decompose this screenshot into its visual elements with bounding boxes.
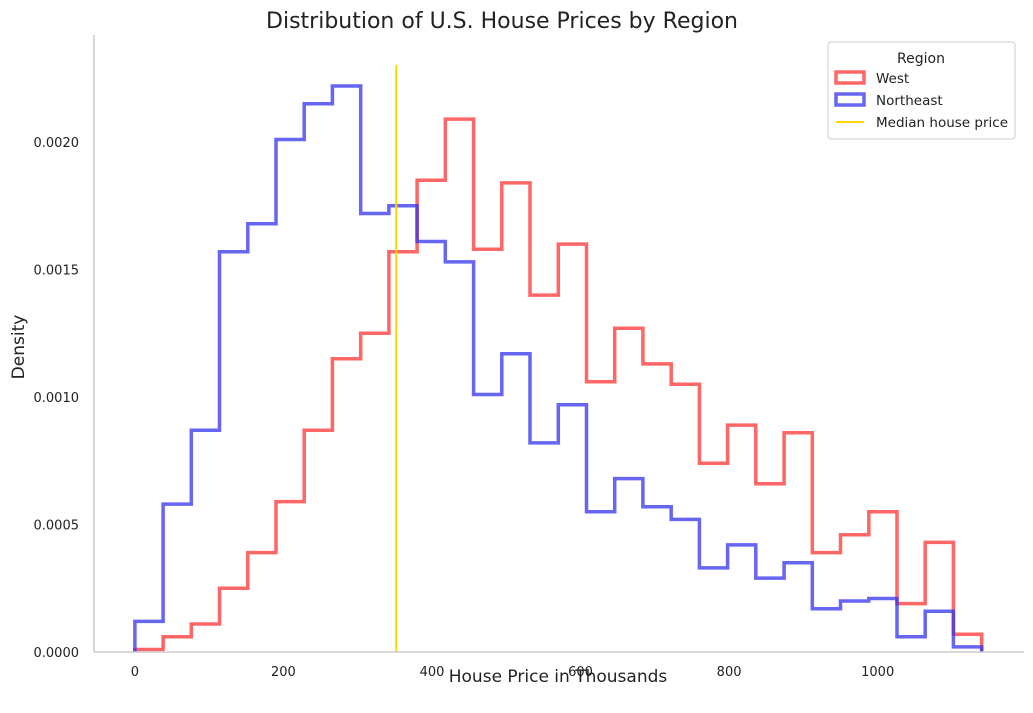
- x-tick-label: 600: [568, 665, 593, 680]
- legend-label-northeast: Northeast: [876, 93, 943, 109]
- legend-title: Region: [897, 51, 945, 67]
- x-tick-label: 400: [420, 665, 445, 680]
- x-tick-labels: 0 200 400 600 800 1000: [131, 665, 894, 680]
- y-tick-label: 0.0020: [34, 136, 80, 151]
- y-tick-label: 0.0015: [34, 264, 80, 279]
- x-tick-label: 200: [271, 665, 296, 680]
- legend-box: [827, 41, 1016, 140]
- x-tick-label: 0: [131, 665, 139, 680]
- x-tick-label: 800: [717, 665, 742, 680]
- y-axis-label: Density: [9, 315, 29, 380]
- legend-swatch-west: [834, 70, 866, 85]
- series-northeast-step-line: [133, 84, 984, 652]
- y-tick-label: 0.0000: [34, 646, 80, 661]
- plot-area: [133, 65, 984, 652]
- y-tick-labels: 0.0000 0.0005 0.0010 0.0015 0.0020: [34, 136, 80, 661]
- x-axis-label: House Price in Thousands: [449, 667, 668, 687]
- legend: Region West Northeast Median house price: [827, 41, 1016, 140]
- series-west-step-line: [133, 117, 984, 652]
- chart-title: Distribution of U.S. House Prices by Reg…: [266, 9, 738, 34]
- legend-swatch-northeast: [834, 92, 866, 107]
- legend-label-median: Median house price: [876, 115, 1008, 131]
- y-tick-label: 0.0010: [34, 391, 80, 406]
- y-tick-label: 0.0005: [34, 519, 80, 534]
- legend-label-west: West: [876, 71, 909, 87]
- x-tick-label: 1000: [861, 665, 894, 680]
